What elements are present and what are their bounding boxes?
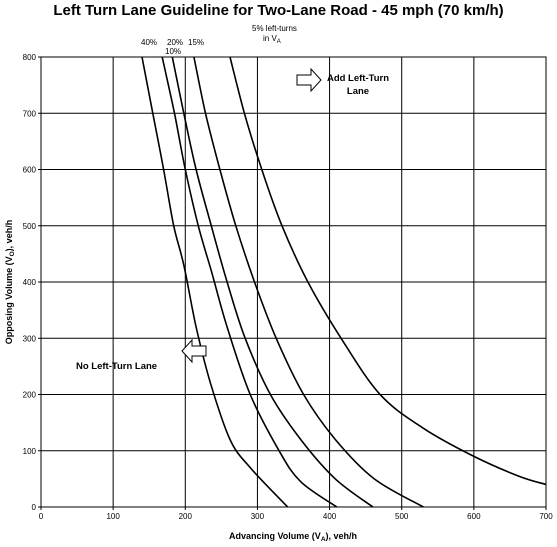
series-lines bbox=[141, 56, 547, 508]
add-lane-arrow-icon bbox=[296, 67, 322, 93]
y-tick-label: 800 bbox=[23, 53, 37, 62]
x-tick-label: 100 bbox=[106, 512, 120, 521]
curve-label-40: 40% bbox=[141, 38, 157, 47]
y-tick-label: 600 bbox=[23, 166, 37, 175]
x-tick-label: 400 bbox=[323, 512, 337, 521]
series-line-2 bbox=[171, 56, 374, 508]
series-line-4 bbox=[229, 56, 547, 486]
curve-label-5-line1: 5% left-turns bbox=[252, 24, 297, 33]
y-tick-label: 500 bbox=[23, 222, 37, 231]
no-lane-arrow-icon bbox=[181, 338, 207, 364]
x-tick-label: 700 bbox=[539, 512, 553, 521]
curve-label-5-line2: in VA bbox=[263, 34, 281, 45]
grid bbox=[38, 56, 547, 510]
y-tick-label: 700 bbox=[23, 109, 37, 118]
y-axis-label: Opposing Volume (VO), veh/h bbox=[4, 220, 16, 344]
y-tick-label: 200 bbox=[23, 391, 37, 400]
x-tick-label: 600 bbox=[467, 512, 481, 521]
x-axis-label-sub: A bbox=[321, 536, 326, 543]
plot-frame bbox=[40, 56, 547, 508]
x-tick-label: 200 bbox=[179, 512, 193, 521]
y-tick-label: 0 bbox=[32, 503, 37, 512]
curve-label-5-sub: A bbox=[277, 39, 281, 45]
chart-title: Left Turn Lane Guideline for Two-Lane Ro… bbox=[53, 2, 504, 19]
x-tick-label: 300 bbox=[251, 512, 265, 521]
series-line-0 bbox=[141, 56, 289, 508]
x-tick-label: 0 bbox=[39, 512, 44, 521]
y-axis-label-main: Opposing Volume (V bbox=[4, 256, 14, 344]
x-axis-label-main: Advancing Volume (V bbox=[229, 531, 321, 541]
x-axis-label: Advancing Volume (VA), veh/h bbox=[229, 531, 357, 543]
curve-label-10: 10% bbox=[165, 47, 181, 56]
y-tick-label: 300 bbox=[23, 334, 37, 343]
x-axis-label-suffix: ), veh/h bbox=[326, 531, 358, 541]
tick-labels: 0 100 200 300 400 500 600 700 0 100 200 300 400 500 60… bbox=[23, 53, 554, 521]
curve-label-5-line2-main: in V bbox=[263, 34, 277, 43]
x-tick-label: 500 bbox=[395, 512, 409, 521]
y-axis-label-suffix: ), veh/h bbox=[4, 220, 14, 252]
add-lane-label-line1: Add Left-Turn bbox=[327, 73, 389, 84]
y-axis-label-sub: O bbox=[9, 251, 16, 256]
y-tick-label: 100 bbox=[23, 447, 37, 456]
y-tick-label: 400 bbox=[23, 278, 37, 287]
series-line-3 bbox=[193, 56, 424, 508]
curve-label-20: 20% bbox=[167, 38, 183, 47]
add-lane-label-line2: Lane bbox=[347, 86, 369, 97]
curve-label-15: 15% bbox=[188, 38, 204, 47]
no-lane-label: No Left-Turn Lane bbox=[76, 361, 157, 372]
series-line-1 bbox=[161, 56, 338, 508]
